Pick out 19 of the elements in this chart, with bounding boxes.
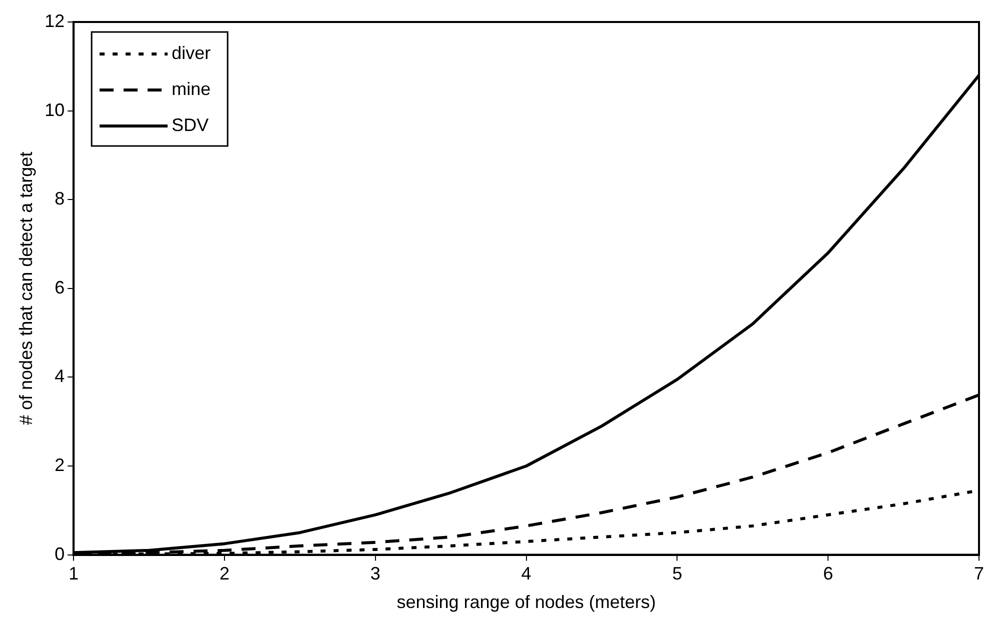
x-tick-label: 4 xyxy=(521,564,532,584)
y-tick-label: 6 xyxy=(54,277,65,298)
x-tick-label: 2 xyxy=(220,564,230,584)
y-tick-label: 12 xyxy=(44,10,65,31)
y-tick-label: 10 xyxy=(44,100,65,120)
y-axis-title: # of nodes that can detect a target xyxy=(16,152,36,425)
y-tick-label: 2 xyxy=(54,454,65,475)
x-tick-label: 5 xyxy=(672,564,682,584)
x-tick-label: 6 xyxy=(823,564,834,584)
legend-label: diver xyxy=(172,42,211,63)
y-tick-label: 4 xyxy=(54,366,65,386)
y-tick-label: 0 xyxy=(54,544,65,564)
x-axis-title: sensing range of nodes (meters) xyxy=(396,592,656,612)
y-tick-label: 8 xyxy=(54,188,65,209)
x-tick-label: 7 xyxy=(974,564,984,584)
legend-label: mine xyxy=(172,78,211,99)
x-tick-label: 1 xyxy=(68,564,79,584)
x-tick-label: 3 xyxy=(370,564,380,584)
legend-label: SDV xyxy=(172,114,209,135)
